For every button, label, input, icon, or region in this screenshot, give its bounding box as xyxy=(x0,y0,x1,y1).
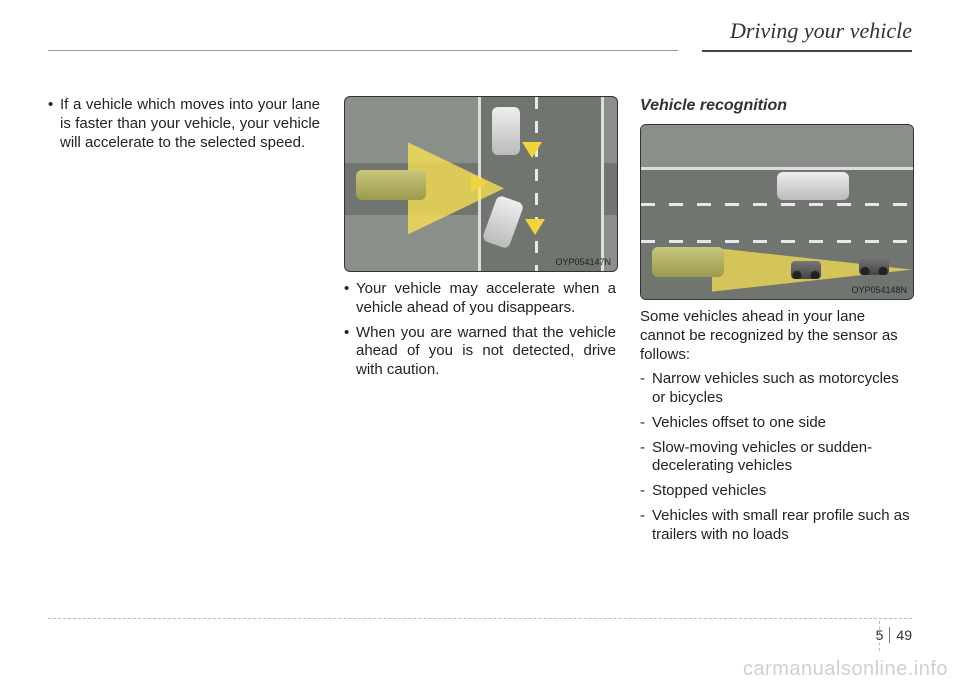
arrow-right-icon xyxy=(471,174,487,192)
dash-marker: - xyxy=(640,439,652,477)
arrow-up-icon xyxy=(522,142,542,158)
bullet-marker: • xyxy=(344,324,356,380)
vehicle-top-icon xyxy=(492,107,520,155)
dash-marker: - xyxy=(640,370,652,408)
figure-label: OYP054147N xyxy=(555,257,611,268)
page-in-chapter: 49 xyxy=(890,627,912,643)
list-text: Vehicles with small rear profile such as… xyxy=(652,507,912,545)
dash-marker: - xyxy=(640,482,652,501)
manual-page: Driving your vehicle • If a vehicle whic… xyxy=(0,0,960,689)
list-text: Stopped vehicles xyxy=(652,482,912,501)
list-item: - Vehicles offset to one side xyxy=(640,414,912,433)
arrow-down-icon xyxy=(525,219,545,235)
bullet-text: If a vehicle which moves into your lane … xyxy=(60,96,320,152)
column-3: Vehicle recognition OYP054148N Some vehi… xyxy=(640,96,912,550)
column-2: OYP054147N • Your vehicle may accelerate… xyxy=(344,96,616,550)
chapter-number: 5 xyxy=(876,627,891,643)
list-item: - Narrow vehicles such as motorcycles or… xyxy=(640,370,912,408)
figure-intersection: OYP054147N xyxy=(344,96,618,272)
lane-marking-1 xyxy=(641,203,913,206)
watermark: carmanualsonline.info xyxy=(743,658,948,681)
ego-vehicle-icon xyxy=(652,247,724,277)
list-text: Vehicles offset to one side xyxy=(652,414,912,433)
list-text: Slow-moving vehicles or sudden-decelerat… xyxy=(652,439,912,477)
bullet-text: Your vehicle may accelerate when a vehic… xyxy=(356,280,616,318)
bullet-item: • If a vehicle which moves into your lan… xyxy=(48,96,320,152)
front-vehicle-icon xyxy=(777,172,849,200)
bullet-marker: • xyxy=(48,96,60,152)
content-columns: • If a vehicle which moves into your lan… xyxy=(48,96,912,550)
column-1: • If a vehicle which moves into your lan… xyxy=(48,96,320,550)
bullet-item: • When you are warned that the vehicle a… xyxy=(344,324,616,380)
page-number: 549 xyxy=(876,627,912,643)
bullet-item: • Your vehicle may accelerate when a veh… xyxy=(344,280,616,318)
bullet-text: When you are warned that the vehicle ahe… xyxy=(356,324,616,380)
figure-recognition: OYP054148N xyxy=(640,124,914,300)
list-item: - Stopped vehicles xyxy=(640,482,912,501)
intro-paragraph: Some vehicles ahead in your lane cannot … xyxy=(640,308,912,364)
road-shoulder xyxy=(641,125,913,167)
header-rule-thick xyxy=(702,50,912,52)
dash-marker: - xyxy=(640,507,652,545)
lane-marking-2 xyxy=(641,240,913,243)
motorcycle-icon xyxy=(859,257,889,275)
dash-marker: - xyxy=(640,414,652,433)
list-text: Narrow vehicles such as motorcycles or b… xyxy=(652,370,912,408)
figure-label: OYP054148N xyxy=(851,285,907,296)
section-title: Driving your vehicle xyxy=(730,18,912,44)
list-item: - Slow-moving vehicles or sudden-deceler… xyxy=(640,439,912,477)
list-item: - Vehicles with small rear profile such … xyxy=(640,507,912,545)
subheading: Vehicle recognition xyxy=(640,96,912,116)
header-rule-thin xyxy=(48,50,678,51)
ego-vehicle-icon xyxy=(356,170,426,200)
lane-marking-vertical xyxy=(535,97,538,271)
footer-divider xyxy=(48,618,912,619)
bullet-marker: • xyxy=(344,280,356,318)
motorcycle-icon xyxy=(791,261,821,279)
